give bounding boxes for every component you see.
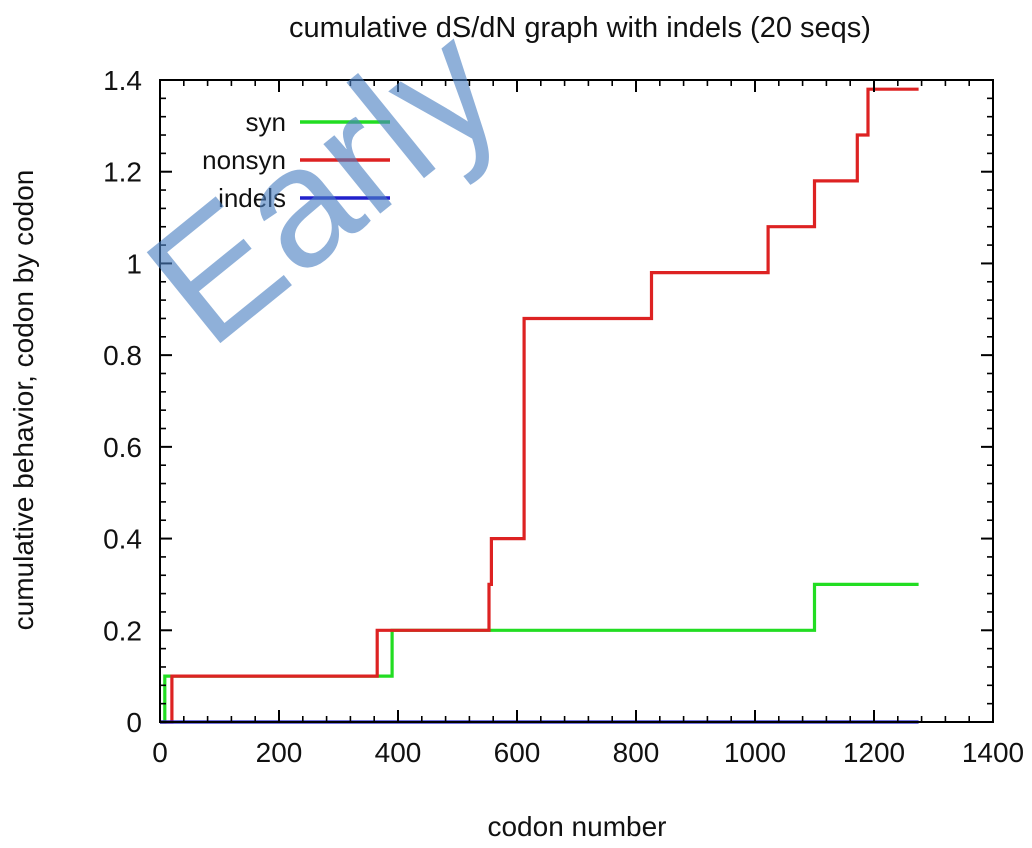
watermark: Early: [113, 0, 534, 381]
x-tick-label: 600: [494, 737, 541, 768]
y-tick-label: 0.8: [103, 340, 142, 371]
y-tick-label: 1.4: [103, 65, 142, 96]
y-tick-label: 0.2: [103, 615, 142, 646]
y-tick-label: 1.2: [103, 157, 142, 188]
x-tick-label: 400: [375, 737, 422, 768]
x-tick-label: 1400: [962, 737, 1024, 768]
y-axis-label: cumulative behavior, codon by codon: [8, 170, 39, 631]
plot-area: 0 200 400 600 800 1000 1200 1400 0 0.2 0.4 0.6 0.8 1 1…: [103, 65, 1024, 768]
chart-title: cumulative dS/dN graph with indels (20 s…: [289, 12, 871, 44]
x-tick-label: 0: [152, 737, 168, 768]
x-axis-label: codon number: [487, 811, 666, 842]
plot-frame: [159, 79, 994, 723]
series-line-syn: [160, 582, 919, 724]
x-tick-label: 1200: [843, 737, 905, 768]
y-tick-label: 0: [126, 707, 142, 738]
x-tick-label: 800: [613, 737, 660, 768]
y-tick-label: 1: [126, 248, 142, 279]
legend: syn nonsyn indels: [202, 107, 390, 213]
series-line-nonsyn: [160, 87, 919, 724]
legend-label-syn: syn: [246, 107, 286, 137]
legend-label-indels: indels: [218, 183, 286, 213]
legend-label-nonsyn: nonsyn: [202, 145, 286, 175]
y-tick-label: 0.4: [103, 524, 142, 555]
y-tick-label: 0.6: [103, 432, 142, 463]
x-tick-label: 1000: [724, 737, 786, 768]
x-tick-label: 200: [256, 737, 303, 768]
